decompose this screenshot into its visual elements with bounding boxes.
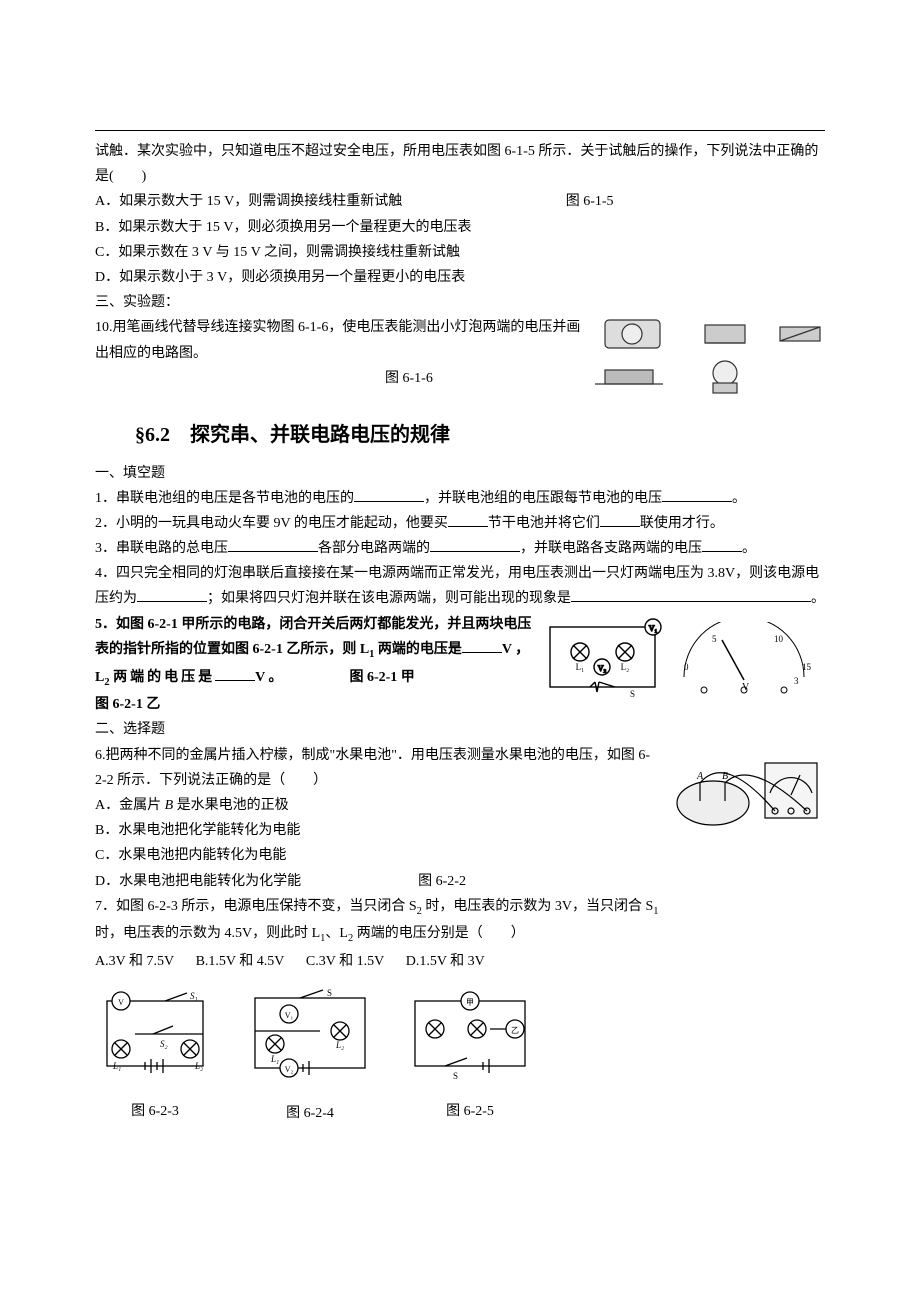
fig-label-624: 图 6-2-4 — [245, 1101, 375, 1126]
svg-text:S₂: S₂ — [160, 1039, 168, 1049]
option-a: A．如果示数大于 15 V，则需调换接线柱重新试触 图 6-1-5 — [95, 189, 825, 214]
blank[interactable] — [354, 488, 424, 502]
fig-label-621a: 图 6-2-1 甲 — [349, 670, 414, 685]
q7-option-c: C.3V 和 1.5V — [306, 954, 384, 969]
q6-option-c: C．水果电池把内能转化为电能 — [95, 843, 825, 868]
q7-options: A.3V 和 7.5V B.1.5V 和 4.5V C.3V 和 1.5V D.… — [95, 949, 825, 974]
svg-text:V₁: V₁ — [649, 624, 658, 633]
fig-622: A B — [665, 743, 825, 842]
circuit-624-svg: S V₁ L₁ L₂ V₂ — [245, 986, 375, 1086]
svg-text:0: 0 — [684, 662, 689, 672]
svg-text:S: S — [327, 988, 332, 998]
meter-621b-svg: 0 5 10 15 3 V — [674, 622, 814, 694]
q2: 2．小明的一玩具电动火车要 9V 的电压才能起动，他要买节干电池并将它们联使用才… — [95, 511, 825, 536]
q7-option-d: D.1.5V 和 3V — [406, 954, 485, 969]
q-continued-stem: 试触．某次实验中，只知道电压不超过安全电压，所用电压表如图 6-1-5 所示．关… — [95, 139, 825, 189]
components-svg — [595, 315, 825, 395]
svg-text:V₁: V₁ — [285, 1011, 294, 1020]
circuit-625-svg: 甲 乙 S — [405, 989, 535, 1084]
top-rule — [95, 130, 825, 131]
q7-option-b: B.1.5V 和 4.5V — [196, 954, 285, 969]
svg-text:V₂: V₂ — [598, 664, 607, 673]
blank[interactable] — [137, 588, 207, 602]
blank[interactable] — [662, 488, 732, 502]
blank[interactable] — [702, 538, 742, 552]
svg-text:L₁: L₁ — [112, 1061, 121, 1071]
q6-option-d: D．水果电池把电能转化为化学能 图 6-2-2 — [95, 869, 825, 894]
svg-text:S₁: S₁ — [190, 991, 198, 1001]
q7-figures-row: V S₁ S₂ L₁ L₂ 图 6-2-3 S V₁ L₁ — [95, 986, 825, 1126]
blank[interactable] — [448, 513, 488, 527]
fig-label-622: 图 6-2-2 — [418, 874, 466, 889]
fig-label-625: 图 6-2-5 — [405, 1099, 535, 1124]
circuit-621a-svg: V₁ L₁ L₂ V₂ S — [535, 612, 670, 704]
q7-option-a: A.3V 和 7.5V — [95, 954, 174, 969]
fig-621-group: V₁ L₁ L₂ V₂ S 0 5 10 15 3 V — [535, 612, 825, 704]
svg-text:5: 5 — [712, 634, 717, 644]
svg-text:V₂: V₂ — [285, 1065, 294, 1074]
svg-text:15: 15 — [802, 662, 812, 672]
fig-616-components — [595, 315, 825, 404]
section-2-heading: 二、选择题 — [95, 717, 825, 742]
svg-text:S: S — [453, 1071, 458, 1081]
option-b: B．如果示数大于 15 V，则必须换用另一个量程更大的电压表 — [95, 215, 825, 240]
fig-label-616: 图 6-1-6 — [385, 366, 433, 391]
circuit-623-svg: V S₁ S₂ L₁ L₂ — [95, 989, 215, 1084]
svg-text:L₂: L₂ — [621, 662, 630, 672]
section-62-title: §6.2 探究串、并联电路电压的规律 — [135, 417, 825, 453]
fig-label-623: 图 6-2-3 — [95, 1099, 215, 1124]
blank[interactable] — [600, 513, 640, 527]
section-3-heading: 三、实验题： — [95, 290, 825, 315]
svg-text:L₂: L₂ — [335, 1040, 344, 1050]
svg-text:L₂: L₂ — [194, 1061, 203, 1071]
section-1-heading: 一、填空题 — [95, 461, 825, 486]
option-c: C．如果示数在 3 V 与 15 V 之间，则需调换接线柱重新试触 — [95, 240, 825, 265]
fig-label-621b: 图 6-2-1 乙 — [95, 697, 160, 712]
blank[interactable] — [228, 538, 318, 552]
blank[interactable] — [462, 639, 502, 653]
option-d: D．如果示数小于 3 V，则必须换用另一个量程更小的电压表 — [95, 265, 825, 290]
svg-text:V: V — [118, 998, 124, 1007]
svg-text:L₁: L₁ — [576, 662, 585, 672]
svg-text:S: S — [630, 689, 635, 699]
blank[interactable] — [215, 667, 255, 681]
svg-text:L₁: L₁ — [270, 1054, 279, 1064]
fig-label-615: 图 6-1-5 — [566, 189, 614, 214]
svg-text:甲: 甲 — [466, 998, 474, 1007]
svg-text:10: 10 — [774, 634, 784, 644]
blank[interactable] — [430, 538, 520, 552]
svg-text:3: 3 — [794, 676, 799, 686]
q3: 3．串联电路的总电压各部分电路两端的，并联电路各支路两端的电压。 — [95, 536, 825, 561]
svg-text:乙: 乙 — [511, 1026, 519, 1035]
q7-stem: 7．如图 6-2-3 所示，电源电压保持不变，当只闭合 S2 时，电压表的示数为… — [95, 894, 825, 949]
q1: 1．串联电池组的电压是各节电池的电压的，并联电池组的电压跟每节电池的电压。 — [95, 486, 825, 511]
q4: 4．四只完全相同的灯泡串联后直接接在某一电源两端而正常发光，用电压表测出一只灯两… — [95, 561, 825, 611]
q10-text: 10.用笔画线代替导线连接实物图 6-1-6，使电压表能测出小灯泡两端的电压并画… — [95, 315, 585, 365]
blank[interactable] — [571, 588, 811, 602]
